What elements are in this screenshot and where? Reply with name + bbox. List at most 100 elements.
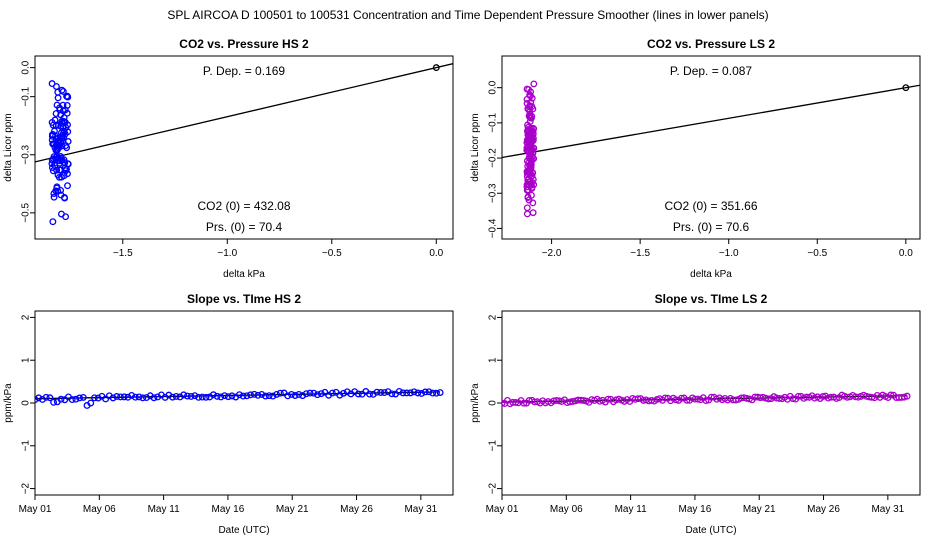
- data-point: [213, 392, 221, 400]
- data-point: [523, 204, 531, 212]
- x-tick-label: −1.0: [719, 248, 739, 259]
- x-tick-label: May 26: [340, 504, 373, 515]
- data-point: [55, 142, 63, 150]
- data-point: [530, 125, 538, 133]
- data-layer: [35, 387, 444, 409]
- data-point: [143, 394, 150, 402]
- plot-frame: [34, 55, 454, 240]
- data-point: [64, 93, 72, 101]
- data-point: [55, 121, 62, 129]
- y-tick-label: 0: [21, 400, 32, 406]
- x-tick-label: May 11: [615, 504, 647, 515]
- data-point: [91, 394, 98, 402]
- data-point: [523, 210, 531, 218]
- data-point: [187, 392, 195, 400]
- data-point: [328, 389, 336, 397]
- data-point: [48, 80, 56, 88]
- fit-line: [502, 84, 920, 159]
- data-point: [72, 395, 80, 403]
- data-point: [56, 104, 63, 112]
- x-tick-label: 0.0: [429, 248, 443, 259]
- data-point: [53, 166, 61, 174]
- data-point: [61, 194, 69, 202]
- data-point: [265, 392, 273, 400]
- data-point: [48, 131, 56, 139]
- data-point: [48, 160, 56, 168]
- data-point: [183, 392, 191, 400]
- data-point: [291, 392, 299, 399]
- data-point: [54, 134, 62, 142]
- pressure-dependence-label: P. Dep. = 0.169: [203, 64, 286, 78]
- data-point: [150, 394, 158, 402]
- data-point: [57, 186, 65, 194]
- data-point: [302, 390, 310, 398]
- y-tick-label: 0.0: [488, 80, 499, 94]
- data-point: [310, 389, 318, 397]
- y-tick-label: −0.1: [488, 113, 499, 133]
- panel-slope-vs-time-hs2: Slope vs. TIme HS 2 May 01 May 06 May 11 May…: [3, 292, 454, 536]
- x-tick-label: 0.0: [899, 248, 913, 259]
- data-point: [524, 121, 531, 129]
- data-point: [58, 86, 66, 94]
- data-point: [314, 391, 321, 399]
- x-tick-label: May 31: [404, 504, 437, 515]
- origin-point: [432, 64, 440, 72]
- co2-zero-label: CO2 (0) = 432.08: [197, 199, 290, 213]
- data-point: [217, 393, 225, 401]
- data-point: [50, 153, 58, 161]
- data-layer: [502, 80, 920, 218]
- data-point: [418, 390, 426, 397]
- data-point: [61, 106, 69, 114]
- data-point: [209, 391, 217, 399]
- data-point: [528, 191, 535, 199]
- x-tick-label: May 11: [148, 504, 180, 515]
- data-point: [373, 388, 381, 396]
- y-tick-label: −2: [488, 482, 499, 494]
- data-point: [887, 391, 895, 399]
- data-point: [94, 394, 102, 402]
- x-axis-label: Date (UTC): [218, 525, 269, 536]
- data-point: [49, 167, 57, 175]
- y-axis-label: delta Licor ppm: [470, 113, 481, 181]
- y-tick-label: −0.1: [21, 86, 32, 106]
- figure-suptitle: SPL AIRCOA D 100501 to 100531 Concentrat…: [167, 8, 768, 22]
- data-point: [54, 94, 62, 102]
- data-point: [523, 183, 531, 191]
- data-point: [224, 393, 232, 401]
- y-tick-label: 0: [488, 400, 499, 406]
- data-point: [527, 158, 535, 166]
- data-point: [295, 390, 303, 398]
- data-point: [524, 131, 532, 139]
- y-tick-label: −0.4: [488, 218, 499, 238]
- data-point: [528, 103, 536, 111]
- x-tick-label: May 16: [212, 504, 245, 515]
- data-point: [380, 389, 388, 397]
- data-point: [60, 127, 68, 135]
- data-point: [180, 391, 188, 399]
- y-axis-label: delta Licor ppm: [3, 113, 14, 181]
- data-point: [317, 390, 325, 398]
- data-point: [340, 389, 347, 397]
- data-point: [527, 137, 535, 145]
- data-point: [527, 88, 535, 96]
- data-point: [202, 393, 210, 401]
- data-point: [52, 110, 60, 117]
- data-layer: [502, 391, 911, 408]
- data-point: [276, 389, 284, 397]
- data-point: [399, 389, 407, 397]
- fit-line: [35, 63, 453, 163]
- data-point: [683, 396, 691, 404]
- data-point: [42, 393, 50, 401]
- data-point: [336, 391, 344, 399]
- x-axis-label: delta kPa: [690, 269, 732, 280]
- data-point: [261, 392, 269, 400]
- data-point: [523, 146, 531, 154]
- y-tick-label: 1: [21, 357, 32, 363]
- data-point: [63, 165, 70, 173]
- x-tick-label: −0.5: [807, 248, 827, 259]
- data-point: [377, 389, 385, 396]
- pressure-dependence-label: P. Dep. = 0.087: [670, 64, 753, 78]
- x-tick-label: −2.0: [542, 248, 562, 259]
- data-point: [284, 392, 292, 400]
